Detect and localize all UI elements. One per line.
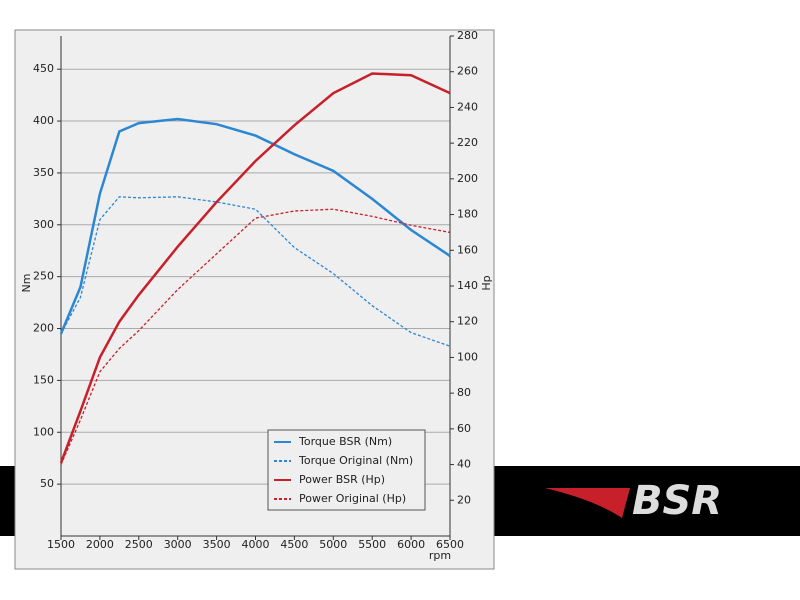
y-tick-label: 250 [33,270,54,283]
y-tick-label: 450 [33,62,54,75]
y2-tick-label: 40 [457,458,471,471]
legend-label: Torque BSR (Nm) [298,435,392,448]
x-tick-label: 4000 [242,538,270,551]
legend [267,429,426,511]
plot: 50 100 150 200 250 300 350 400 450 20 40 60 80 100 120… [20,29,493,562]
series-line [60,196,451,347]
x-tick-label: 3500 [203,538,231,551]
legend-label: Power Original (Hp) [299,492,406,505]
y-tick-label: 350 [33,166,54,179]
y-tick-label: 300 [33,218,54,231]
y2-tick-label: 60 [457,422,471,435]
y-tick-label: 200 [33,322,54,335]
y2-tick-label: 260 [457,65,478,78]
legend-label: Torque Original (Nm) [298,454,413,467]
x-tick-label: 6500 [436,538,464,551]
y-tick-label: 50 [40,477,54,490]
y2-tick-label: 220 [457,136,478,149]
y2-tick-label: 280 [457,29,478,42]
x-tick-label: 1500 [47,538,75,551]
y2-tick-label: 160 [457,243,478,256]
y2-tick-label: 100 [457,350,478,363]
y2-tick-label: 140 [457,279,478,292]
y-tick-label: 100 [33,425,54,438]
x-tick-label: 6000 [397,538,425,551]
x-tick-label: 2000 [86,538,114,551]
x-tick-label: 5000 [319,538,347,551]
logo-swoosh [545,488,630,518]
x-axis-label: rpm [429,549,451,562]
legend-label: Power BSR (Hp) [299,473,385,486]
y2-tick-label: 20 [457,493,471,506]
series-line [59,117,451,335]
series-line [59,72,451,464]
y2-tick-label: 240 [457,100,478,113]
x-tick-label: 3000 [164,538,192,551]
y-tick-label: 150 [33,373,54,386]
x-tick-label: 4500 [280,538,308,551]
x-tick-label: 5500 [358,538,386,551]
y2-tick-label: 200 [457,172,478,185]
y2-tick-label: 180 [457,208,478,221]
y2-axis-label: Hp [480,275,493,290]
x-tick-label: 2500 [125,538,153,551]
y-tick-label: 400 [33,114,54,127]
y2-tick-label: 120 [457,315,478,328]
y2-tick-label: 80 [457,386,471,399]
logo-text: BSR [632,478,722,524]
series-line [60,208,451,465]
y-axis-label: Nm [20,274,33,293]
